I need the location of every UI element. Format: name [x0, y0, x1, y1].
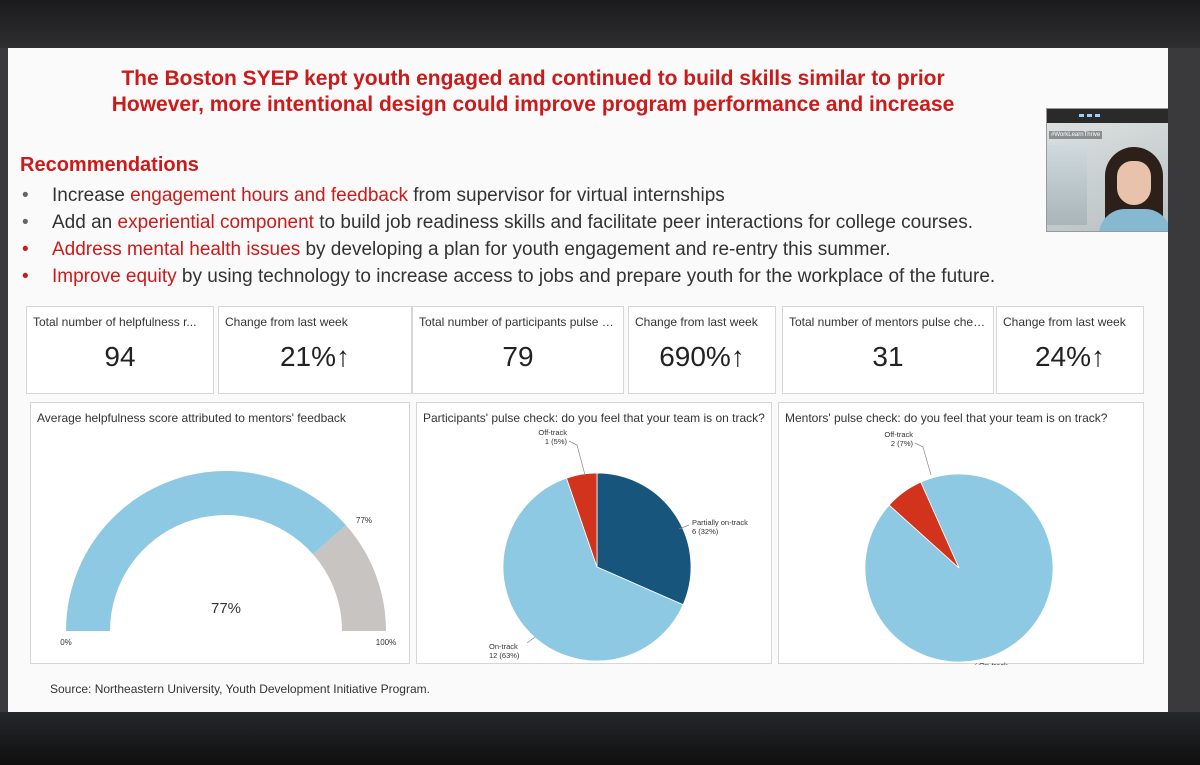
webcam-toolbar — [1047, 109, 1168, 123]
recommendation-item: • Improve equity by using technology to i… — [22, 263, 1162, 290]
kpi-card-participants-total[interactable]: Total number of participants pulse c... … — [412, 306, 624, 394]
recommendations-title: Recommendations — [20, 154, 199, 176]
participants-pie-title: Participants' pulse check: do you feel t… — [423, 411, 765, 425]
gauge-value-arc — [66, 471, 347, 631]
pie-slice-off-track[interactable] — [565, 472, 598, 568]
recommendation-item: • Address mental health issues by develop… — [22, 236, 1162, 263]
presentation-slide: The Boston SYEP kept youth engaged and c… — [8, 48, 1168, 712]
bullet-icon: • — [22, 185, 29, 206]
rec-highlight: Improve equity — [52, 266, 177, 287]
kpi-label: Total number of helpfulness r... — [33, 315, 197, 329]
rec-rest: by developing a plan for youth engagemen… — [300, 239, 891, 260]
rec-rest: to build job readiness skills and facili… — [313, 212, 973, 233]
kpi-card-mentors-total[interactable]: Total number of mentors pulse chec... 31 — [782, 306, 994, 394]
pie-label-name: On-track — [979, 661, 1008, 665]
bullet-icon: • — [22, 266, 29, 287]
gauge-chart: 77% 77% 0% 100% — [60, 471, 396, 647]
pie-leader-line — [568, 440, 586, 476]
gauge-min-label: 0% — [60, 638, 72, 647]
source-note: Source: Northeastern University, Youth D… — [50, 682, 430, 696]
pie-leader-line — [974, 662, 978, 665]
rec-rest: from supervisor for virtual internships — [407, 185, 725, 206]
pie-slice-partially-on-track[interactable] — [596, 472, 692, 606]
kpi-card-mentors-change[interactable]: Change from last week 24%↑ — [996, 306, 1144, 394]
kpi-label: Total number of mentors pulse chec... — [789, 315, 987, 329]
kpi-value: 690%↑ — [659, 341, 745, 372]
pie-label-name: Partially on-track — [692, 518, 748, 527]
recommendation-item: • Increase engagement hours and feedback … — [22, 182, 1162, 209]
rec-rest: by using technology to increase access t… — [176, 266, 996, 287]
mentors-pie-panel[interactable]: Mentors' pulse check: do you feel that y… — [778, 402, 1144, 665]
gauge-title: Average helpfulness score attributed to … — [37, 411, 346, 425]
background-window — [1047, 145, 1087, 225]
mentors-pie-title: Mentors' pulse check: do you feel that y… — [785, 411, 1108, 425]
gauge-remainder-arc — [313, 525, 386, 631]
pie-label-value: 12 (63%) — [489, 651, 520, 660]
rec-highlight: Address mental health issues — [52, 239, 301, 260]
presenter-body — [1099, 209, 1168, 231]
headline-line-2: However, more intentional design could i… — [111, 93, 955, 116]
monitor-bezel-top — [0, 0, 1200, 48]
kpi-value: 21%↑ — [279, 341, 351, 372]
rec-prefix: Increase — [52, 185, 131, 206]
kpi-card-participants-change[interactable]: Change from last week 690%↑ — [628, 306, 776, 394]
kpi-label: Total number of participants pulse c... — [419, 315, 617, 329]
bullet-icon: • — [22, 239, 29, 260]
presenter-face — [1117, 161, 1151, 205]
rec-prefix: Add an — [52, 212, 118, 233]
bullet-icon: • — [22, 212, 29, 233]
pie-leader-line — [526, 636, 536, 644]
pie-label-value: 6 (32%) — [692, 527, 719, 536]
gauge-marker-label: 77% — [356, 516, 372, 525]
gauge-max-label: 100% — [376, 638, 396, 647]
pie-label-name: Off-track — [538, 428, 567, 437]
participants-pie-panel[interactable]: Participants' pulse check: do you feel t… — [416, 402, 772, 664]
pie-label-name: Off-track — [884, 430, 913, 439]
webcam-video-overlay[interactable]: #WorkLearnThrive — [1046, 108, 1168, 232]
pie-label-value: 1 (5%) — [545, 437, 568, 446]
gauge-value-label: 77% — [211, 600, 241, 617]
pie-label-name: On-track — [489, 642, 518, 651]
rec-highlight: engagement hours and feedback — [130, 185, 408, 206]
pie-slice-on-track[interactable] — [502, 477, 684, 662]
kpi-card-helpfulness-change[interactable]: Change from last week 21%↑ — [218, 306, 412, 394]
kpi-value: 24%↑ — [1034, 341, 1106, 372]
monitor-bezel-bottom — [0, 712, 1200, 765]
pie-leader-line — [914, 442, 932, 476]
window-controls-icon[interactable] — [1079, 113, 1101, 118]
pie-leader-line — [678, 524, 690, 530]
webcam-hashtag: #WorkLearnThrive — [1049, 131, 1103, 139]
gauge-panel[interactable]: Average helpfulness score attributed to … — [30, 402, 410, 664]
rec-highlight: experiential component — [117, 212, 314, 233]
kpi-card-helpfulness-total[interactable]: Total number of helpfulness r... 94 — [26, 306, 214, 394]
kpi-label: Change from last week — [635, 315, 758, 329]
pie-slice-off-track[interactable] — [888, 481, 960, 569]
pie-label-value: 2 (7%) — [891, 439, 914, 448]
kpi-value: 79 — [502, 341, 534, 372]
headline-line-1: The Boston SYEP kept youth engaged and c… — [121, 67, 945, 90]
recommendations-list: • Increase engagement hours and feedback … — [22, 182, 1162, 290]
recommendation-item: • Add an experiential component to build … — [22, 209, 1162, 236]
slide-headline: The Boston SYEP kept youth engaged and c… — [8, 66, 1058, 118]
kpi-label: Change from last week — [225, 315, 348, 329]
kpi-value: 94 — [104, 341, 136, 372]
kpi-label: Change from last week — [1003, 315, 1126, 329]
kpi-value: 31 — [872, 341, 904, 372]
